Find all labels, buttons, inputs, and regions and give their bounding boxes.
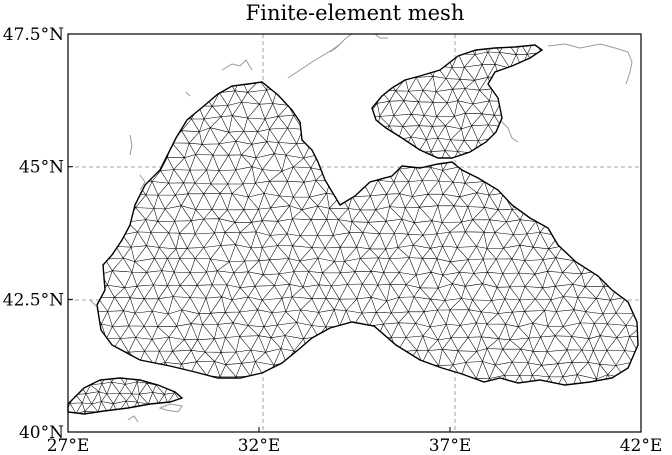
x-tick-label: 32°E [238,436,281,455]
y-axis: 40°N 42.5°N 45°N 47.5°N [3,25,73,443]
y-tick-label: 45°N [19,158,64,178]
map-title: Finite-element mesh [246,1,465,25]
y-tick-label: 47.5°N [3,25,64,45]
map-frame [67,33,642,433]
x-tick-label: 42°E [620,436,663,455]
x-tick-label: 37°E [429,436,472,455]
mesh-black-sea [96,81,639,386]
mesh-sea-of-marmara [67,377,184,415]
x-tick-label: 27°E [47,436,90,455]
x-axis: 27°E 32°E 37°E 42°E [47,427,663,455]
y-tick-label: 40°N [19,423,64,443]
y-tick-label: 42.5°N [3,290,64,310]
mesh-sea-of-azov [371,44,544,159]
